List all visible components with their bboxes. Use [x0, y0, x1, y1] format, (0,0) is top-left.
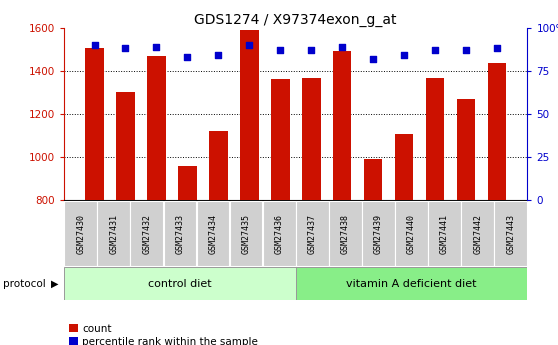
Text: GSM27442: GSM27442: [473, 214, 482, 254]
Bar: [457, 99, 475, 200]
Point: [307, 47, 316, 53]
Bar: [426, 78, 444, 200]
Bar: [271, 79, 290, 200]
Bar: [329, 201, 362, 266]
Text: GSM27440: GSM27440: [407, 214, 416, 254]
Point: [276, 47, 285, 53]
Bar: [428, 201, 461, 266]
Point: [183, 54, 192, 60]
Bar: [364, 159, 382, 200]
Text: control diet: control diet: [148, 279, 212, 289]
Text: GSM27431: GSM27431: [109, 214, 118, 254]
Point: [493, 46, 502, 51]
Bar: [64, 201, 97, 266]
Point: [400, 52, 408, 58]
Bar: [333, 51, 352, 200]
Point: [214, 52, 223, 58]
Bar: [147, 56, 166, 200]
Bar: [196, 201, 229, 266]
Text: GSM27441: GSM27441: [440, 214, 449, 254]
Bar: [296, 267, 527, 300]
Bar: [302, 78, 320, 200]
Text: protocol: protocol: [3, 279, 46, 289]
Bar: [461, 201, 494, 266]
Bar: [131, 201, 163, 266]
Title: GDS1274 / X97374exon_g_at: GDS1274 / X97374exon_g_at: [195, 12, 397, 27]
Point: [245, 42, 254, 48]
Bar: [240, 30, 258, 200]
Text: GSM27432: GSM27432: [142, 214, 151, 254]
Point: [431, 47, 440, 53]
Point: [121, 46, 130, 51]
Text: GSM27430: GSM27430: [76, 214, 85, 254]
Bar: [494, 201, 527, 266]
Bar: [488, 63, 506, 200]
Point: [461, 47, 470, 53]
Text: GSM27438: GSM27438: [341, 214, 350, 254]
Point: [152, 44, 161, 49]
Bar: [178, 166, 196, 200]
Text: GSM27437: GSM27437: [308, 214, 317, 254]
Bar: [263, 201, 296, 266]
Point: [338, 44, 347, 49]
Text: ▶: ▶: [51, 279, 59, 289]
Text: GSM27435: GSM27435: [242, 214, 251, 254]
Text: GSM27433: GSM27433: [175, 214, 185, 254]
Text: GSM27443: GSM27443: [506, 214, 515, 254]
Bar: [163, 201, 196, 266]
Bar: [395, 201, 428, 266]
Bar: [209, 131, 228, 200]
Bar: [230, 201, 262, 266]
Bar: [116, 92, 134, 200]
Text: GSM27436: GSM27436: [275, 214, 283, 254]
Bar: [98, 201, 130, 266]
Bar: [296, 201, 329, 266]
Bar: [362, 201, 395, 266]
Text: GSM27434: GSM27434: [209, 214, 218, 254]
Legend: count, percentile rank within the sample: count, percentile rank within the sample: [69, 324, 258, 345]
Text: GSM27439: GSM27439: [374, 214, 383, 254]
Text: vitamin A deficient diet: vitamin A deficient diet: [347, 279, 477, 289]
Bar: [395, 134, 413, 200]
Bar: [64, 267, 296, 300]
Bar: [85, 48, 104, 200]
Point: [90, 42, 99, 48]
Point: [369, 56, 378, 61]
